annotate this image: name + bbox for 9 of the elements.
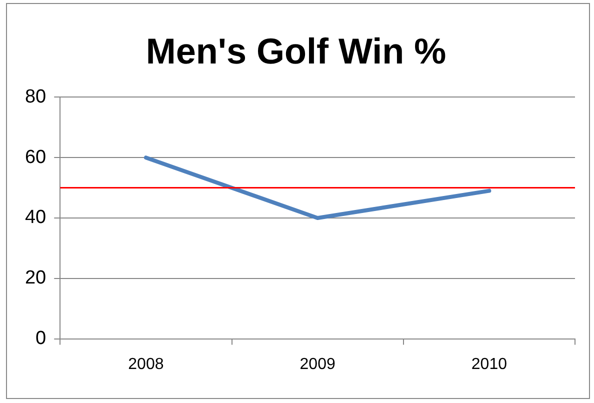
y-tick-label: 80	[24, 86, 46, 108]
y-tick-label: 40	[24, 207, 46, 228]
y-tick-label: 0	[36, 328, 46, 350]
y-tick-label: 60	[24, 146, 46, 168]
x-tick-label: 2008	[128, 356, 164, 373]
x-tick-label: 2009	[300, 356, 336, 373]
y-tick-label: 20	[24, 268, 46, 289]
chart-title: Men's Golf Win %	[146, 30, 446, 72]
x-tick-label: 2010	[471, 356, 508, 373]
